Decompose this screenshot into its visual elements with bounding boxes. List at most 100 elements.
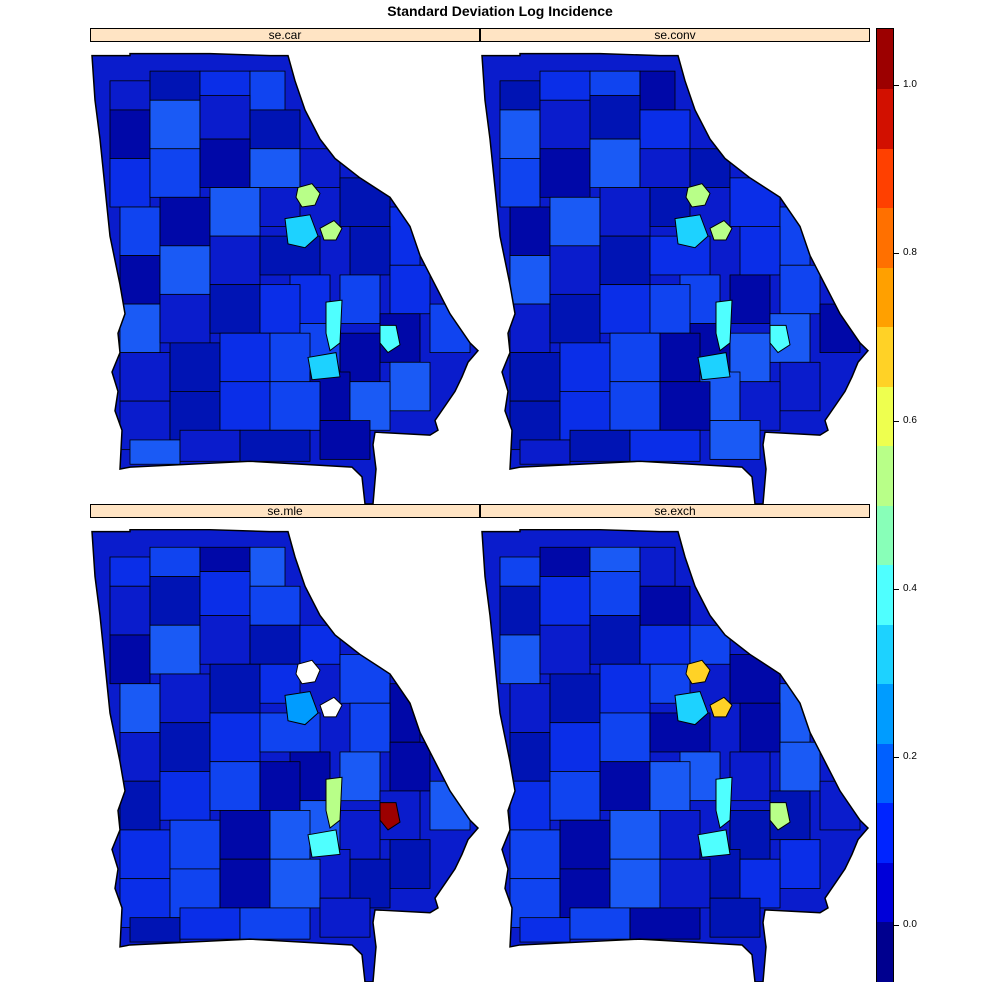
county-region (339, 274, 381, 324)
county-region (599, 235, 651, 286)
state-outline (481, 528, 870, 982)
color-key-band (877, 386, 893, 446)
county-region (599, 712, 651, 763)
highlight-county (325, 776, 343, 829)
county-region (349, 702, 391, 753)
county-region (339, 654, 391, 704)
county-region (779, 361, 821, 412)
county-region (609, 810, 661, 860)
highlight-county (685, 659, 711, 685)
county-region (549, 196, 601, 247)
highlight-county (319, 696, 343, 718)
highlight-county (674, 214, 709, 249)
county-region (539, 576, 591, 626)
county-region (659, 332, 701, 383)
county-region (169, 342, 221, 392)
county-region (729, 654, 781, 704)
county-region (729, 177, 781, 227)
plot-title: Standard Deviation Log Incidence (387, 3, 613, 19)
color-key-tick (894, 253, 899, 255)
county-region (499, 80, 541, 111)
color-key-band (877, 267, 893, 327)
county-region (519, 917, 571, 943)
county-region (599, 187, 651, 237)
state-outline (91, 528, 480, 982)
county-region (209, 712, 261, 763)
county-region (499, 634, 541, 685)
county-region (779, 839, 821, 889)
county-region (509, 206, 551, 256)
color-key-band (877, 743, 893, 803)
county-region (639, 109, 691, 150)
color-key-tick (894, 85, 899, 87)
county-region (609, 858, 661, 909)
county-region (539, 148, 591, 198)
county-region (389, 361, 431, 412)
color-key-tick-label: 0.4 (903, 582, 917, 594)
color-key-band (877, 624, 893, 684)
county-region (219, 381, 271, 431)
county-region (389, 206, 421, 266)
highlight-county (379, 324, 401, 354)
map-panel-se-mle (90, 518, 480, 982)
county-region (639, 70, 676, 111)
county-region (709, 897, 761, 938)
county-region (199, 546, 251, 573)
county-region (269, 810, 311, 860)
color-key-band (877, 88, 893, 149)
county-region (239, 907, 311, 940)
county-region (119, 683, 161, 733)
county-region (149, 99, 201, 150)
county-region (559, 819, 611, 870)
county-region (199, 138, 251, 188)
county-region (269, 332, 311, 383)
county-region (509, 780, 551, 831)
county-region (219, 332, 271, 383)
county-region (589, 70, 641, 96)
county-region (509, 352, 561, 402)
county-region (549, 293, 601, 344)
county-region (589, 138, 641, 188)
highlight-county (715, 776, 733, 829)
county-region (249, 624, 301, 665)
county-region (639, 546, 676, 587)
county-region (499, 158, 541, 208)
county-region (249, 585, 301, 626)
county-region (269, 858, 321, 909)
color-key-band (877, 207, 893, 268)
color-key-band (877, 148, 893, 208)
county-region (659, 810, 701, 860)
county-region (219, 810, 271, 860)
highlight-county (295, 659, 321, 685)
county-region (179, 907, 241, 940)
county-region (249, 148, 301, 188)
county-region (119, 255, 161, 305)
color-key-tick (894, 924, 899, 926)
county-region (689, 148, 731, 188)
county-region (509, 303, 551, 353)
county-region (269, 381, 321, 431)
county-region (609, 332, 661, 383)
county-region (159, 722, 211, 772)
county-region (249, 70, 286, 111)
county-region (199, 94, 251, 140)
highlight-county (697, 352, 731, 381)
highlight-county (769, 802, 791, 831)
highlight-county (715, 299, 733, 352)
county-region (299, 624, 341, 665)
color-key-band (877, 326, 893, 387)
county-region (169, 819, 221, 870)
color-key-tick-label: 0.2 (903, 750, 917, 762)
color-key-band (877, 505, 893, 565)
county-region (199, 70, 251, 96)
color-key-tick (894, 421, 899, 423)
county-region (429, 303, 471, 353)
map-panel-se-conv (480, 42, 870, 504)
county-region (119, 829, 171, 880)
county-region (319, 420, 371, 460)
state-outline (481, 52, 870, 504)
color-key-band (877, 683, 893, 744)
highlight-county (307, 352, 341, 381)
highlight-county (379, 802, 401, 831)
county-region (149, 624, 201, 675)
